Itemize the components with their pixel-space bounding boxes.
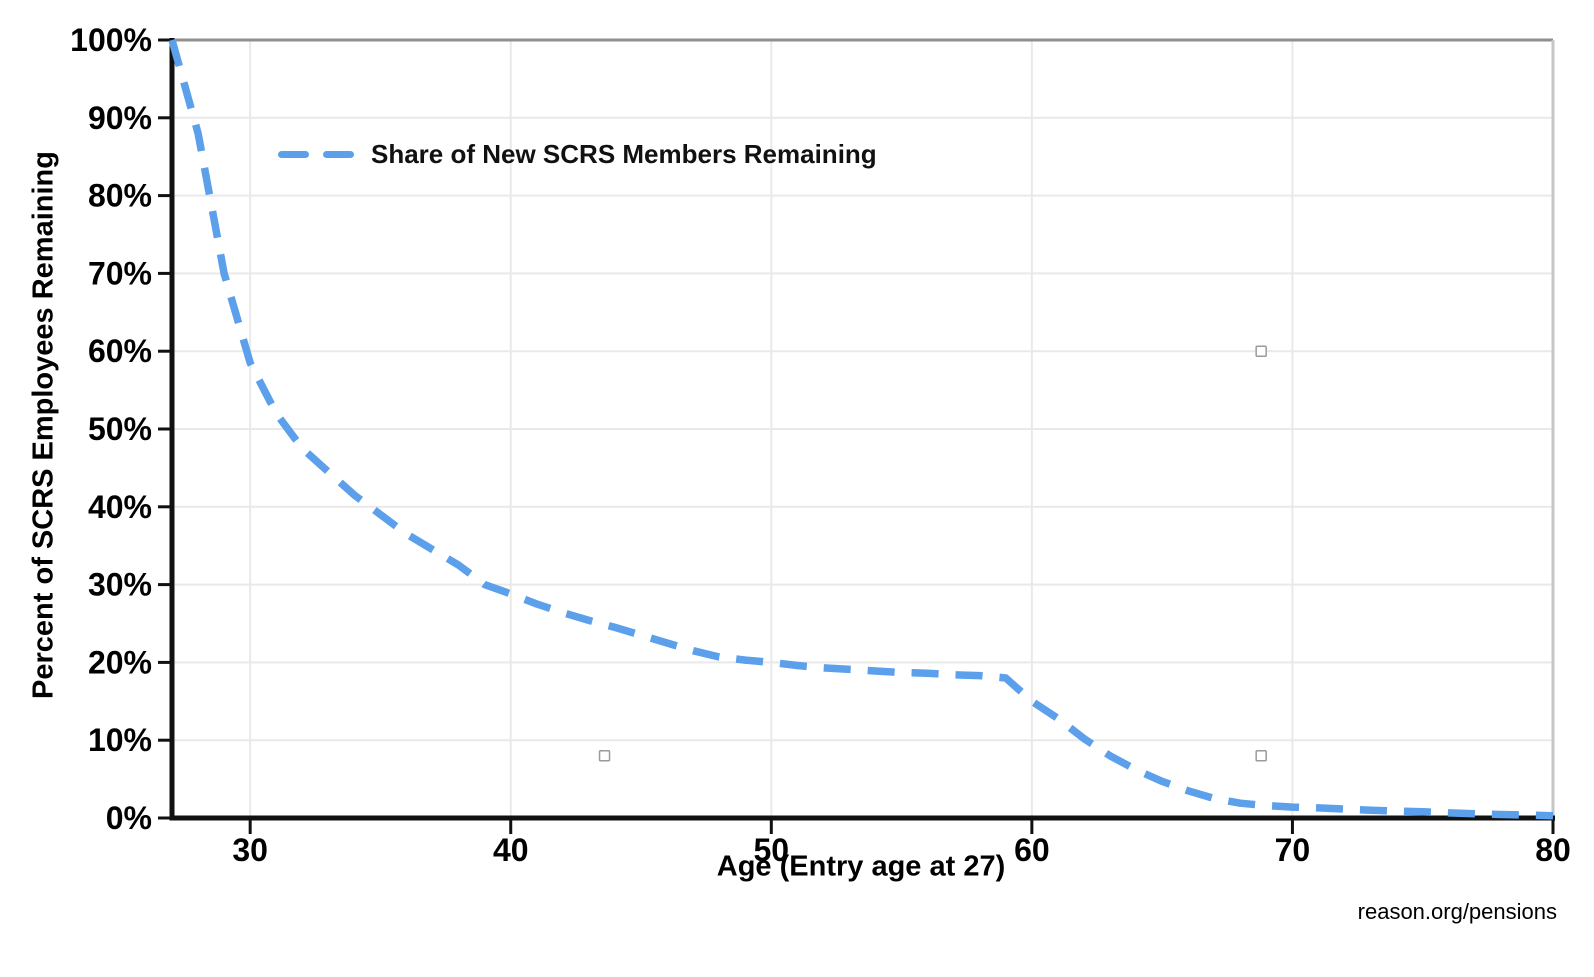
y-tick-label: 70%: [88, 255, 152, 291]
y-tick-label: 10%: [88, 722, 152, 758]
x-tick-label: 70: [1275, 832, 1311, 868]
y-axis-title: Percent of SCRS Employees Remaining: [27, 151, 60, 699]
x-tick-label: 40: [493, 832, 529, 868]
y-tick-label: 60%: [88, 333, 152, 369]
y-tick-label: 40%: [88, 489, 152, 525]
stray-square-marker: [1255, 345, 1267, 357]
y-tick-label: 20%: [88, 644, 152, 680]
x-tick-label: 60: [1014, 832, 1050, 868]
x-axis-title: Age (Entry age at 27): [716, 850, 1006, 883]
x-tick-label: 30: [232, 832, 268, 868]
stray-square-marker: [598, 750, 611, 762]
x-tick-label: 50: [754, 832, 790, 868]
watermark-text: reason.org/pensions: [1357, 899, 1557, 924]
x-tick-label: 80: [1535, 832, 1571, 868]
legend: Share of New SCRS Members Remaining: [278, 139, 877, 170]
y-tick-label: 50%: [88, 411, 152, 447]
y-tick-label: 30%: [88, 567, 152, 603]
y-tick-label: 0%: [106, 800, 152, 836]
stray-square-marker: [1255, 750, 1267, 762]
y-tick-label: 80%: [88, 178, 152, 214]
y-tick-label: 100%: [70, 22, 152, 58]
legend-label: Share of New SCRS Members Remaining: [371, 139, 877, 169]
dashed-line-icon: [278, 151, 354, 158]
series-line: [168, 38, 1554, 820]
y-tick-label: 90%: [88, 100, 152, 136]
